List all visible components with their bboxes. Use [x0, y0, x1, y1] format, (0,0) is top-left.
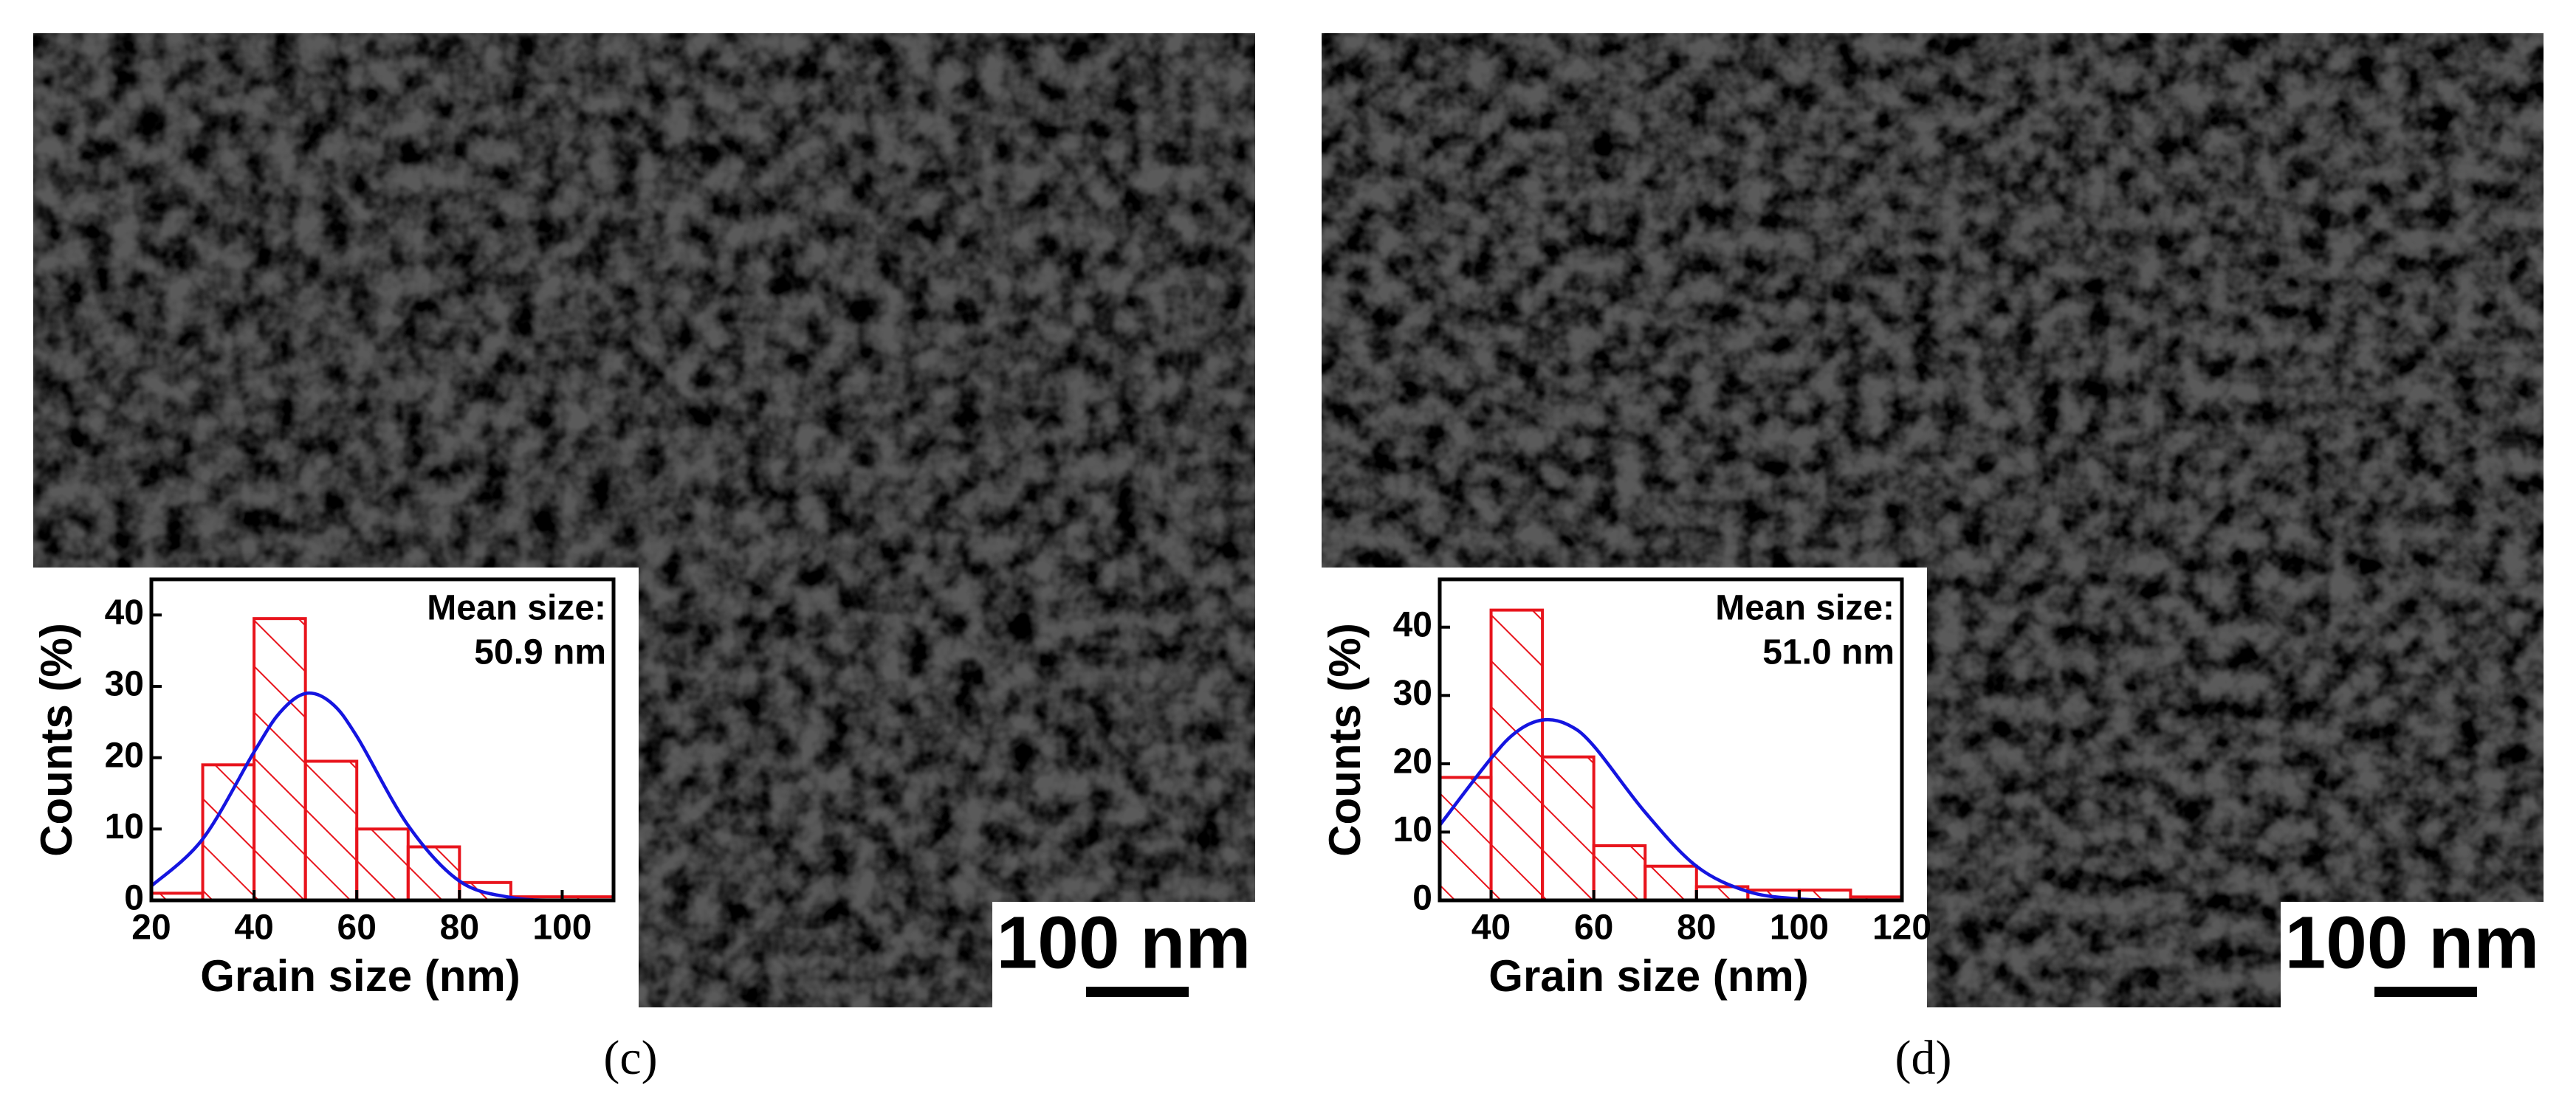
scale-bar-label: 100 nm — [997, 901, 1251, 984]
histogram-bar — [1644, 864, 1698, 902]
x-tick-label: 40 — [1471, 908, 1511, 948]
x-tick-label: 60 — [1574, 908, 1613, 948]
x-tick-label: 120 — [1872, 908, 1931, 948]
x-tick-label: 100 — [1770, 908, 1829, 948]
histogram-bar — [1592, 844, 1647, 902]
histogram-bar — [1489, 608, 1545, 902]
y-axis-label: Counts (%) — [32, 623, 81, 857]
fit-curve — [150, 691, 614, 903]
y-tick-label: 30 — [1393, 674, 1432, 713]
x-tick-label: 100 — [532, 908, 591, 948]
x-axis-label: Grain size (nm) — [200, 951, 520, 1001]
y-tick-label: 20 — [105, 736, 144, 775]
x-tick-label: 60 — [337, 908, 377, 948]
histogram-bar — [201, 763, 256, 902]
x-tick-label: 20 — [131, 908, 171, 948]
x-axis-label: Grain size (nm) — [1488, 951, 1808, 1001]
panel-label: (c) — [603, 1031, 657, 1085]
y-axis-label: Counts (%) — [1320, 623, 1370, 857]
panel-label: (d) — [1895, 1031, 1952, 1085]
y-tick-label: 0 — [1412, 879, 1432, 918]
scale-bar-label: 100 nm — [2285, 901, 2540, 984]
scale-bar — [1086, 987, 1189, 997]
annotation: Mean size: — [1715, 589, 1895, 628]
histogram-bar — [253, 617, 307, 903]
annotation: 50.9 nm — [474, 633, 606, 672]
histogram-bar — [355, 827, 410, 903]
y-tick-label: 10 — [1393, 810, 1432, 849]
annotation: Mean size: — [427, 589, 606, 628]
y-tick-label: 0 — [124, 879, 144, 918]
y-tick-label: 40 — [1393, 605, 1432, 644]
histogram-bar — [1438, 776, 1493, 902]
plot-frame — [149, 577, 616, 903]
annotation: 51.0 nm — [1762, 633, 1895, 672]
histogram-bar — [303, 759, 359, 902]
y-tick-label: 30 — [105, 665, 144, 704]
x-tick-label: 40 — [234, 908, 273, 948]
plot-frame — [1438, 577, 1904, 903]
y-tick-label: 40 — [105, 593, 144, 632]
histogram-bar — [1541, 755, 1596, 903]
y-tick-label: 10 — [105, 807, 144, 846]
x-tick-label: 80 — [440, 908, 479, 948]
y-tick-label: 20 — [1393, 742, 1432, 782]
x-tick-label: 80 — [1677, 908, 1716, 948]
scale-bar — [2374, 987, 2477, 997]
